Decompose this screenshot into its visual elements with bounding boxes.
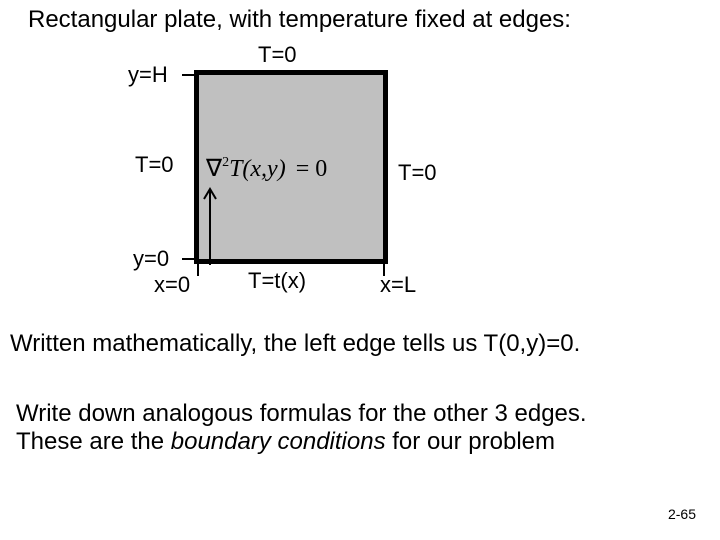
page-number: 2-65 bbox=[668, 506, 696, 522]
body-line-1: Written mathematically, the left edge te… bbox=[10, 330, 710, 358]
laplace-equation: ∇2T(x,y) = 0 bbox=[206, 150, 376, 186]
label-x-0: x=0 bbox=[154, 272, 190, 298]
slide-title: Rectangular plate, with temperature fixe… bbox=[28, 6, 571, 34]
body-line-2a: Write down analogous formulas for the ot… bbox=[16, 400, 587, 427]
body-line-2b-italic: boundary conditions bbox=[171, 428, 386, 455]
tick-y-h bbox=[182, 74, 194, 76]
tick-y-0 bbox=[182, 258, 194, 260]
slide-root: Rectangular plate, with temperature fixe… bbox=[0, 0, 720, 540]
body-line-2b-prefix: These are the bbox=[16, 428, 171, 455]
arrow-up-icon bbox=[203, 185, 217, 265]
label-t-top: T=0 bbox=[258, 42, 297, 68]
label-y-h: y=H bbox=[128, 62, 168, 88]
svg-text:∇2T(x,y) = 0: ∇2T(x,y) = 0 bbox=[206, 155, 327, 182]
label-y-0: y=0 bbox=[133, 246, 169, 272]
label-t-bottom: T=t(x) bbox=[248, 268, 306, 294]
label-t-left: T=0 bbox=[135, 152, 174, 178]
tick-x-0 bbox=[197, 264, 199, 276]
body-line-2: Write down analogous formulas for the ot… bbox=[16, 400, 716, 456]
label-x-l: x=L bbox=[380, 272, 416, 298]
body-line-2b-suffix: for our problem bbox=[386, 428, 555, 455]
label-t-right: T=0 bbox=[398, 160, 437, 186]
